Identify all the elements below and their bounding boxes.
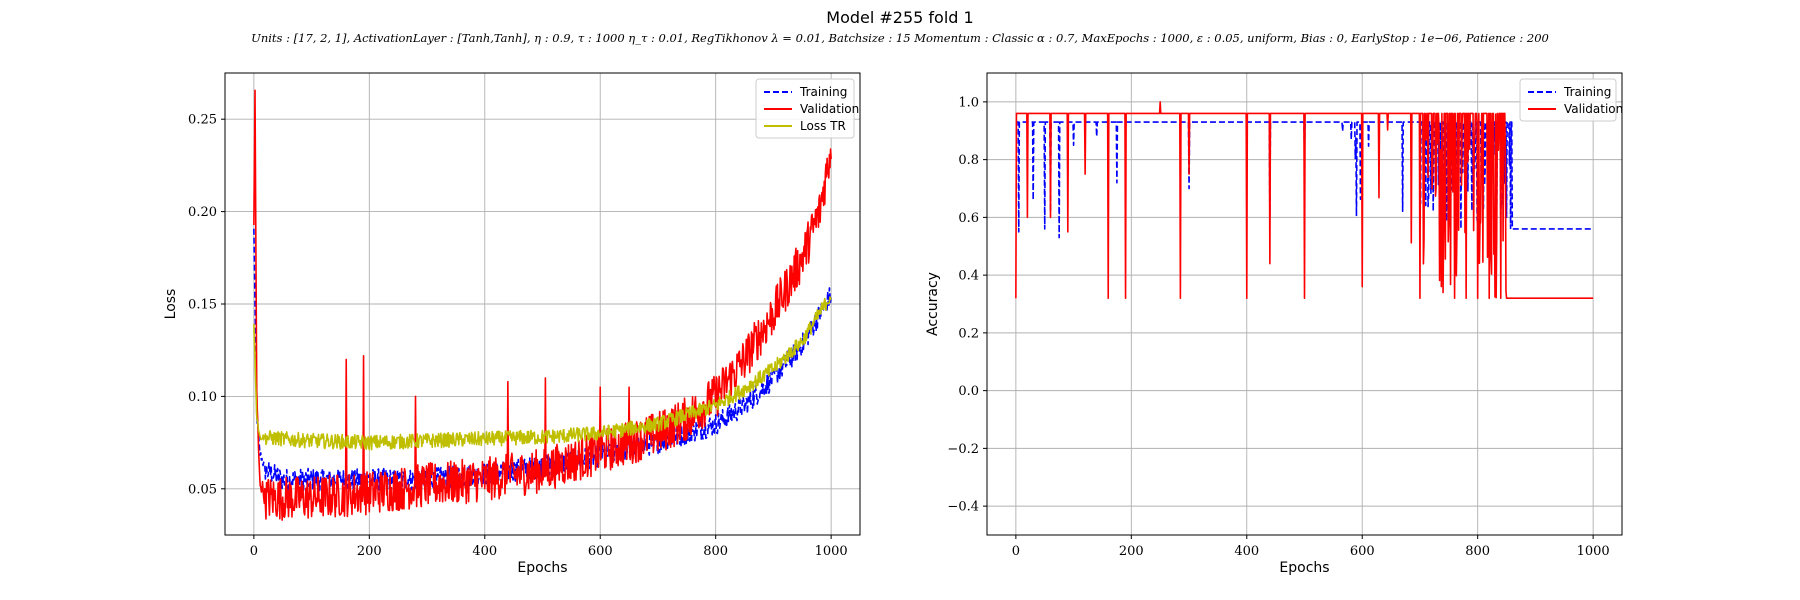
x-tick-label: 400 (1234, 544, 1259, 559)
legend-label: Training (1563, 85, 1611, 99)
x-tick-label: 800 (703, 544, 728, 559)
loss-x-axis-label: Epochs (517, 560, 567, 576)
y-tick-label: −0.4 (947, 500, 979, 515)
accuracy-plot: Accuracy Epochs 0 200 400 600 800 1000 −0.4 −0.… (925, 72, 1623, 576)
loss-ticks: 0 200 400 600 800 1000 0.05 0.10 0.15 0.20 0.25 (188, 113, 848, 559)
legend-box (755, 78, 855, 139)
x-tick-label: 400 (472, 544, 497, 559)
loss-y-axis-label: Loss (163, 289, 179, 320)
accuracy-ticks: 0 200 400 600 800 1000 −0.4 −0.2 0.0 0.2 0.4 0.6 0.8… (947, 95, 1609, 559)
loss-tr-line (253, 296, 832, 451)
validation-line (1015, 101, 1594, 300)
x-tick-label: 0 (1012, 544, 1020, 559)
legend-box (1519, 78, 1617, 122)
x-tick-label: 1000 (1577, 544, 1610, 559)
legend-label: Validation (800, 102, 859, 116)
y-tick-label: 0.05 (188, 482, 217, 497)
y-tick-label: −0.2 (947, 442, 979, 457)
x-tick-label: 600 (588, 544, 613, 559)
x-tick-label: 200 (357, 544, 382, 559)
chart-subtitle: Units : [17, 2, 1], ActivationLayer : [T… (251, 31, 1549, 45)
legend-label: Validation (1564, 102, 1623, 116)
y-tick-label: 0.15 (188, 298, 217, 313)
y-tick-label: 0.8 (958, 153, 979, 168)
accuracy-series-lines (1015, 101, 1594, 300)
x-tick-label: 800 (1465, 544, 1490, 559)
y-tick-label: 0.4 (958, 269, 979, 284)
validation-line (253, 89, 832, 521)
x-tick-label: 200 (1119, 544, 1144, 559)
accuracy-y-axis-label: Accuracy (925, 272, 941, 336)
x-tick-label: 0 (250, 544, 258, 559)
y-tick-label: 0.0 (958, 384, 979, 399)
y-tick-label: 1.0 (958, 95, 979, 110)
chart-title: Model #255 fold 1 (826, 8, 974, 27)
x-tick-label: 1000 (815, 544, 848, 559)
y-tick-label: 0.6 (958, 211, 979, 226)
legend-label: Training (799, 85, 847, 99)
accuracy-x-axis-label: Epochs (1279, 560, 1329, 576)
y-tick-label: 0.20 (188, 205, 217, 220)
loss-series-lines (253, 89, 832, 521)
y-tick-label: 0.25 (188, 113, 217, 128)
loss-plot-frame (224, 72, 861, 536)
loss-legend: Training Validation Loss TR (755, 78, 859, 139)
x-tick-label: 600 (1350, 544, 1375, 559)
y-tick-label: 0.10 (188, 390, 217, 405)
legend-label: Loss TR (800, 119, 846, 133)
accuracy-plot-frame (986, 72, 1623, 536)
y-tick-label: 0.2 (958, 326, 979, 341)
loss-plot: Loss Epochs 0 200 400 600 800 1000 0.05 0.10 0.1… (163, 72, 861, 576)
accuracy-legend: Training Validation (1519, 78, 1623, 122)
